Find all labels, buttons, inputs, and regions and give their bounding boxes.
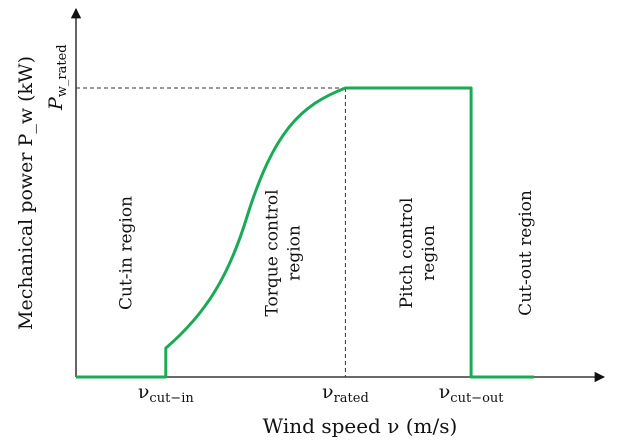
x-axis-label: Wind speed ν (m/s) bbox=[263, 414, 458, 438]
power-curve-line bbox=[76, 86, 534, 379]
y-tick-rated-power: Pw_rated bbox=[45, 44, 70, 111]
region-label-torque-control: Torque control region bbox=[263, 189, 305, 316]
x-tick-rated: νrated bbox=[322, 381, 369, 406]
region-labels: Cut-in region Torque control region Pitch c… bbox=[116, 189, 536, 316]
x-tick-cut-in: νcut−in bbox=[138, 381, 194, 406]
region-label-cut-in: Cut-in region bbox=[116, 196, 136, 310]
y-axis-label: Mechanical power P_w (kW) bbox=[15, 56, 37, 330]
region-label-pitch-control: Pitch control region bbox=[397, 198, 439, 309]
x-tick-cut-out: νcut−out bbox=[439, 381, 505, 406]
region-label-cut-out: Cut-out region bbox=[516, 190, 536, 316]
